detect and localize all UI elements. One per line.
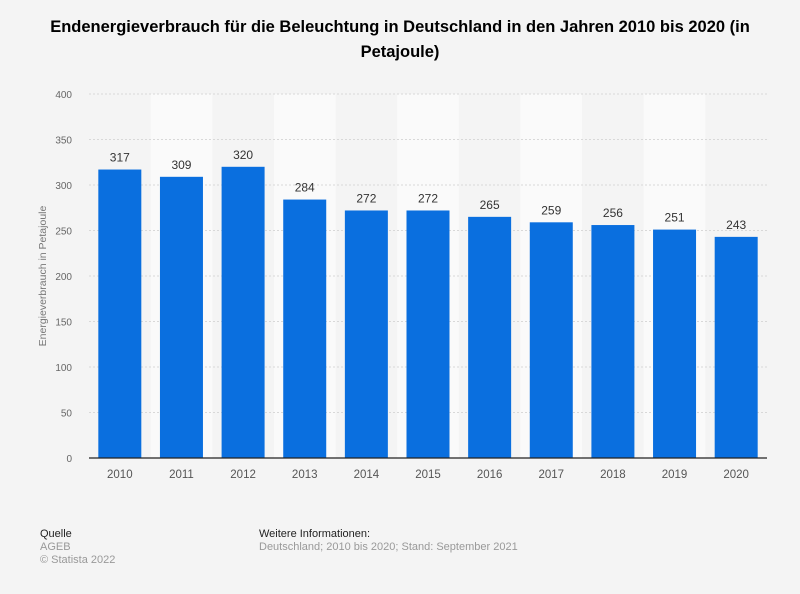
bar-2014 xyxy=(344,210,388,458)
y-tick-label: 250 xyxy=(55,227,72,238)
chart-title: Endenergieverbrauch für die Beleuchtung … xyxy=(50,18,750,61)
x-tick-label: 2019 xyxy=(662,469,688,481)
bar-2020 xyxy=(714,236,758,458)
y-tick-label: 300 xyxy=(55,181,72,192)
data-label: 317 xyxy=(110,151,130,165)
data-label: 259 xyxy=(541,203,561,217)
x-tick-label: 2018 xyxy=(600,469,626,481)
bar-2012 xyxy=(221,166,265,459)
y-tick-label: 200 xyxy=(55,272,72,283)
info-text: Deutschland; 2010 bis 2020; Stand: Septe… xyxy=(259,541,518,553)
x-tick-label: 2016 xyxy=(477,469,503,481)
data-label: 243 xyxy=(726,218,746,232)
y-tick-label: 150 xyxy=(55,318,72,329)
bar-2016 xyxy=(468,216,512,458)
x-tick-label: 2015 xyxy=(415,469,441,481)
data-label: 284 xyxy=(295,181,315,195)
y-axis-label: Energieverbrauch in Petajoule xyxy=(37,206,49,347)
y-tick-label: 0 xyxy=(66,454,72,465)
source-text: AGEB xyxy=(40,541,71,553)
x-tick-label: 2012 xyxy=(230,469,256,481)
source-heading: Quelle xyxy=(40,528,72,540)
x-tick-label: 2017 xyxy=(538,469,564,481)
bar-2013 xyxy=(283,199,327,458)
bar-2017 xyxy=(529,222,573,458)
y-tick-label: 100 xyxy=(55,363,72,374)
y-tick-label: 50 xyxy=(61,409,73,420)
data-label: 272 xyxy=(356,191,376,205)
x-tick-label: 2010 xyxy=(107,469,133,481)
bar-2010 xyxy=(98,169,142,458)
x-tick-label: 2014 xyxy=(354,469,380,481)
x-tick-label: 2011 xyxy=(169,469,194,481)
bar-2019 xyxy=(653,229,697,458)
x-tick-label: 2020 xyxy=(723,469,749,481)
y-tick-label: 350 xyxy=(55,136,72,147)
bar-2018 xyxy=(591,225,635,458)
bar-2011 xyxy=(159,176,203,458)
x-tick-label: 2013 xyxy=(292,469,318,481)
info-block: Weitere Informationen: Deutschland; 2010… xyxy=(259,528,518,554)
data-label: 272 xyxy=(418,191,438,205)
info-heading: Weitere Informationen: xyxy=(259,528,371,540)
data-label: 256 xyxy=(603,206,623,220)
bar-2015 xyxy=(406,210,450,458)
data-label: 251 xyxy=(665,211,685,225)
source-block: Quelle AGEB © Statista 2022 xyxy=(40,528,115,567)
copyright-text: © Statista 2022 xyxy=(40,554,116,566)
y-tick-label: 400 xyxy=(55,90,72,101)
data-label: 265 xyxy=(480,198,500,212)
data-label: 309 xyxy=(171,158,191,172)
data-label: 320 xyxy=(233,148,253,162)
